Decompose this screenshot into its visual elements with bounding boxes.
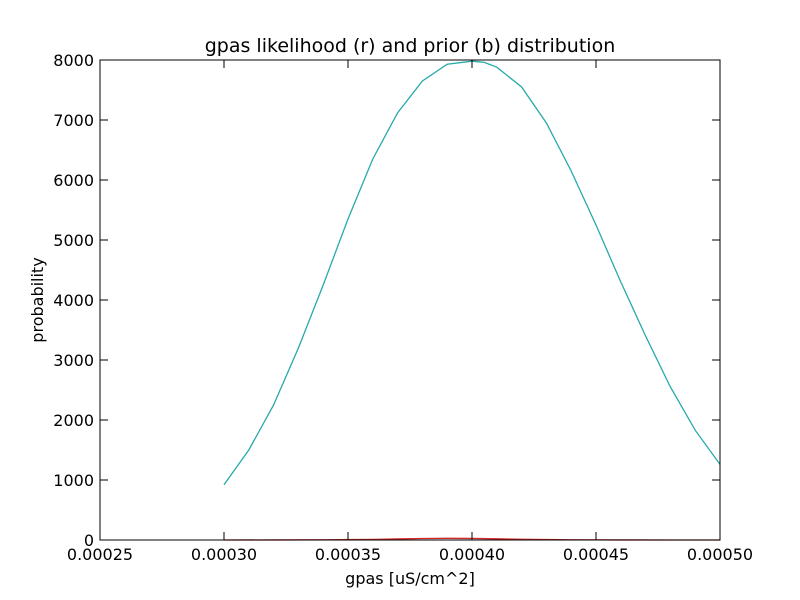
- plot-frame: [99, 59, 721, 541]
- y-tick-label: 8000: [53, 51, 94, 70]
- y-tick-label: 0: [84, 531, 94, 550]
- y-tick-label: 6000: [53, 171, 94, 190]
- x-tick-label: 0.00045: [563, 545, 629, 564]
- y-tick-label: 5000: [53, 231, 94, 250]
- y-tick-label: 2000: [53, 411, 94, 430]
- series-line-0: [223, 60, 721, 486]
- y-tick-label: 1000: [53, 471, 94, 490]
- y-tick-label: 3000: [53, 351, 94, 370]
- x-tick-label: 0.00025: [67, 545, 133, 564]
- chart-title: gpas likelihood (r) and prior (b) distri…: [205, 35, 616, 57]
- y-axis-label: probability: [28, 257, 47, 342]
- y-tick-label: 7000: [53, 111, 94, 130]
- y-tick-label: 4000: [53, 291, 94, 310]
- x-tick-label: 0.00040: [439, 545, 505, 564]
- ticks-layer: 0.00025 0.00030 0.00035 0.00040 0.00045 0.000…: [53, 51, 753, 564]
- x-tick-label: 0.00030: [191, 545, 257, 564]
- x-axis-label: gpas [uS/cm^2]: [345, 569, 475, 588]
- x-tick-label: 0.00050: [687, 545, 753, 564]
- x-tick-label: 0.00035: [315, 545, 381, 564]
